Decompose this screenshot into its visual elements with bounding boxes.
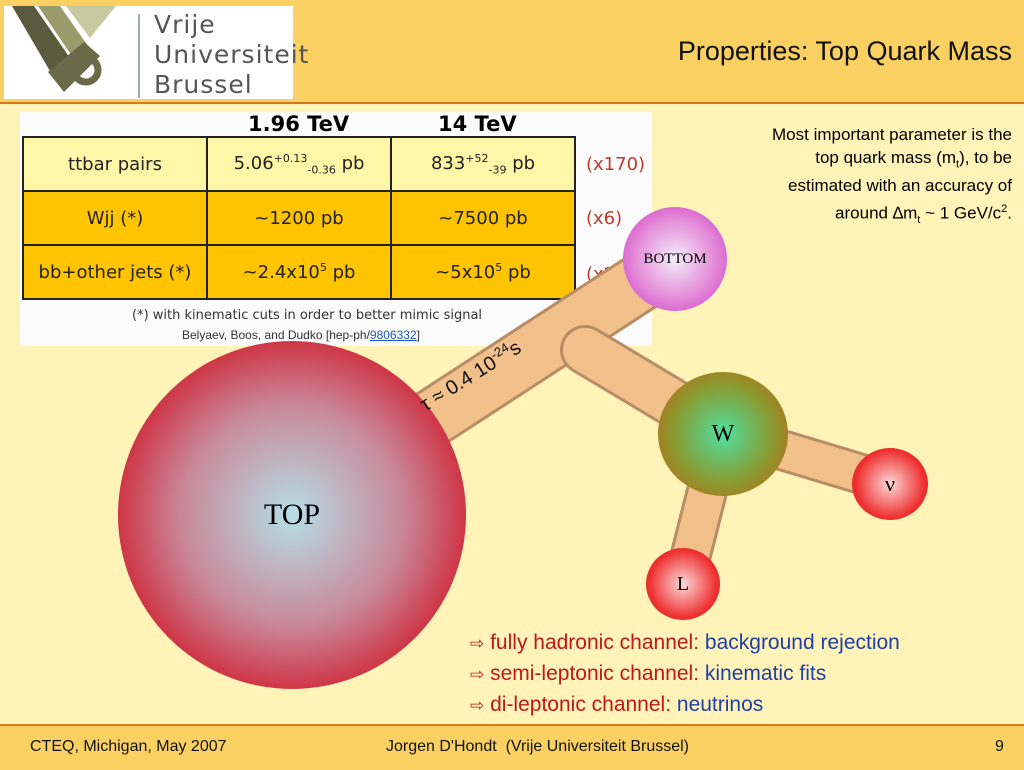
arrow-right-icon: ⇨ <box>470 696 485 716</box>
channel-list: ⇨ fully hadronic channel: background rej… <box>470 628 900 721</box>
table-row: bb+other jets (*) ~2.4x105 pb ~5x105 pb <box>22 244 576 300</box>
top-label: TOP <box>263 498 321 531</box>
list-item: ⇨ semi-leptonic channel: kinematic fits <box>470 662 827 685</box>
row-label: Wjj (*) <box>22 190 208 246</box>
table-footnote: (*) with kinematic cuts in order to bett… <box>132 308 483 323</box>
bottom-label: BOTTOM <box>643 250 707 267</box>
logo-line-2: Universiteit <box>154 40 310 69</box>
cross-section-table-image: 1.96 TeV 14 TeV ttbar pairs 5.06+0.13-0.… <box>20 112 652 346</box>
nu-label: ν <box>885 471 895 496</box>
col-header-14tev: 14 TeV <box>438 112 517 136</box>
neutrino-ball: ν <box>852 448 928 520</box>
list-item: ⇨ fully hadronic channel: background rej… <box>470 631 900 654</box>
university-logo: Vrije Universiteit Brussel <box>4 6 308 99</box>
cell-value: ~5x105 pb <box>390 244 576 300</box>
bottom-quark-ball: BOTTOM <box>623 207 727 311</box>
list-item: ⇨ di-leptonic channel: neutrinos <box>470 693 764 716</box>
desc-line-4: around ∆mt ~ 1 GeV/c2. <box>835 202 1012 226</box>
vub-emblem-icon <box>12 6 116 92</box>
cell-value: ~1200 pb <box>206 190 392 246</box>
desc-line-1: Most important parameter is the <box>772 125 1012 144</box>
desc-line-2: top quark mass (mt), to be <box>815 147 1012 170</box>
arrow-right-icon: ⇨ <box>470 665 485 685</box>
logo-divider <box>138 14 140 98</box>
desc-line-3: estimated with an accuracy of <box>788 176 1012 196</box>
w-label: W <box>711 420 735 447</box>
logo-line-1: Vrije <box>154 10 216 39</box>
cell-value: 833+52-39 pb <box>390 136 576 192</box>
cross-section-table: ttbar pairs 5.06+0.13-0.36 pb 833+52-39 … <box>22 136 576 300</box>
lepton-label: L <box>676 572 690 595</box>
col-header-196tev: 1.96 TeV <box>248 112 350 136</box>
description-text: Most important parameter is the top quar… <box>660 124 1012 231</box>
factor-label: (x170) <box>586 154 646 175</box>
w-boson-ball: W <box>658 372 788 496</box>
university-name: Vrije Universiteit Brussel <box>154 10 309 100</box>
cell-value: ~2.4x105 pb <box>206 244 392 300</box>
footer-page-number: 9 <box>995 738 1004 755</box>
logo-line-3: Brussel <box>154 70 253 99</box>
cell-value: 5.06+0.13-0.36 pb <box>206 136 392 192</box>
slide-title: Properties: Top Quark Mass <box>677 36 1012 66</box>
header-bar: Vrije Universiteit Brussel Properties: T… <box>0 0 1024 104</box>
arrow-right-icon: ⇨ <box>470 634 485 654</box>
table-citation: Belyaev, Boos, and Dudko [hep-ph/9806332… <box>182 328 420 342</box>
cell-value: ~7500 pb <box>390 190 576 246</box>
top-quark-ball: TOP <box>118 341 466 689</box>
table-row: ttbar pairs 5.06+0.13-0.36 pb 833+52-39 … <box>22 136 576 192</box>
row-label: ttbar pairs <box>22 136 208 192</box>
footer-bar: CTEQ, Michigan, May 2007 Jorgen D'Hondt … <box>0 724 1024 770</box>
factor-label: (x6) <box>586 208 623 229</box>
citation-link[interactable]: 9806332 <box>369 328 417 342</box>
row-label: bb+other jets (*) <box>22 244 208 300</box>
footer-author: Jorgen D'Hondt (Vrije Universiteit Bruss… <box>386 738 690 755</box>
footer-conference: CTEQ, Michigan, May 2007 <box>30 738 227 755</box>
table-row: Wjj (*) ~1200 pb ~7500 pb <box>22 190 576 246</box>
lepton-ball: L <box>646 548 720 620</box>
